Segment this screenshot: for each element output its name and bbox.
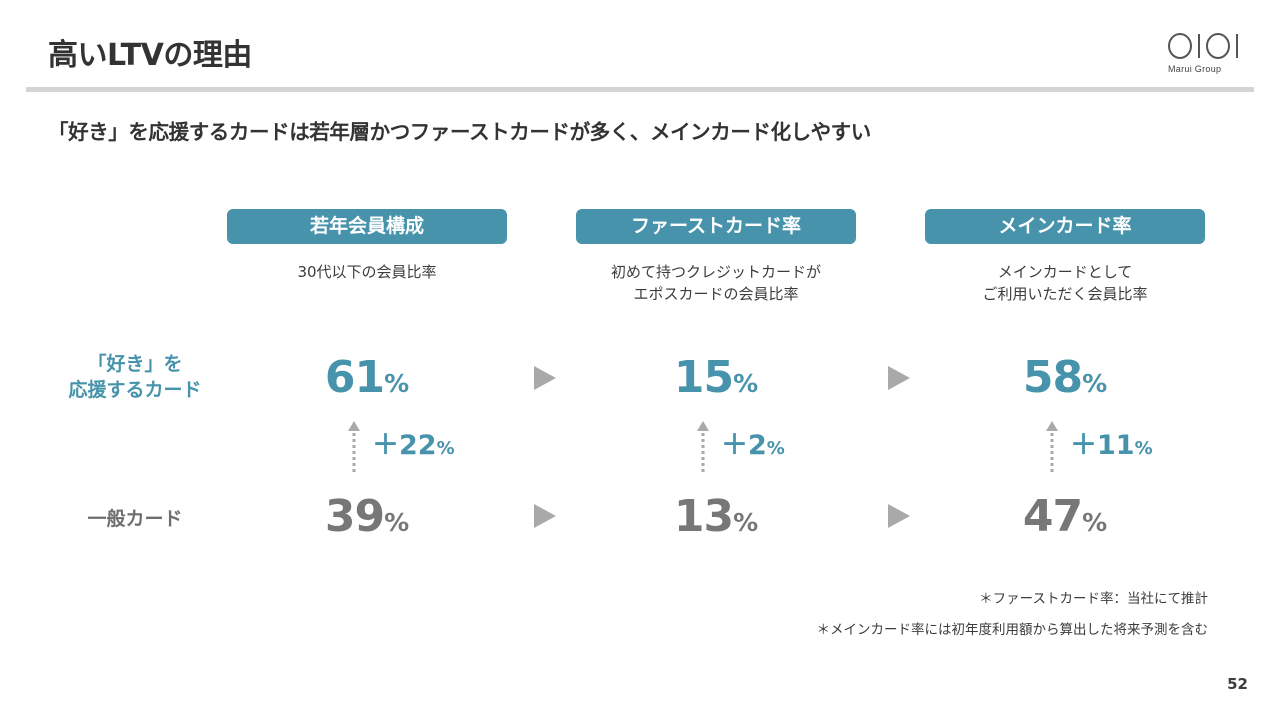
subtitle: 「好き」を応援するカードは若年層かつファーストカードが多く、メインカード化しやす…	[48, 120, 871, 144]
value-unit: %	[384, 369, 410, 398]
column-desc-main-card: メインカードとして ご利用いただく会員比率	[925, 261, 1205, 305]
column-header-young-members: 若年会員構成	[227, 209, 507, 244]
favorite-main-card-value: 58%	[975, 356, 1155, 400]
dotted-up-arrow-icon	[1046, 421, 1058, 473]
page-number: 52	[1227, 675, 1248, 693]
column-header-main-card: メインカード率	[925, 209, 1205, 244]
desc-line: ご利用いただく会員比率	[982, 285, 1148, 303]
play-triangle-icon	[888, 504, 910, 528]
row-label-general-card: 一般カード	[40, 506, 230, 532]
row-label-line: 応援するカード	[68, 379, 202, 401]
diff-number: ＋11	[1070, 430, 1135, 461]
column-desc-young-members: 30代以下の会員比率	[227, 261, 507, 283]
column-desc-first-card: 初めて持つクレジットカードが エポスカードの会員比率	[576, 261, 856, 305]
value-number: 39	[324, 491, 385, 542]
diff-number: ＋22	[372, 430, 437, 461]
value-number: 58	[1022, 352, 1083, 403]
desc-line: 初めて持つクレジットカードが	[610, 263, 821, 281]
general-young-members-value: 39%	[277, 495, 457, 539]
diff-number: ＋2	[721, 430, 767, 461]
footnote-main-card: ＊メインカード率には初年度利用額から算出した将来予測を含む	[816, 622, 1209, 638]
dotted-up-arrow-icon	[697, 421, 709, 473]
marui-group-logo	[1166, 32, 1252, 78]
dotted-up-arrow-icon	[348, 421, 360, 473]
diff-unit: %	[1134, 438, 1153, 459]
value-unit: %	[733, 369, 759, 398]
play-triangle-icon	[534, 366, 556, 390]
general-main-card-value: 47%	[975, 495, 1155, 539]
value-unit: %	[1082, 369, 1108, 398]
page-title: 高いLTVの理由	[48, 38, 252, 73]
logo-text: Marui Group	[1168, 64, 1222, 74]
desc-line: 30代以下の会員比率	[297, 263, 437, 281]
footnote-first-card: ＊ファーストカード率：当社にて推計	[979, 591, 1208, 607]
value-number: 15	[673, 352, 734, 403]
value-number: 47	[1022, 491, 1083, 542]
diff-young-members: ＋22%	[372, 432, 455, 459]
row-label-line: 一般カード	[87, 508, 183, 530]
desc-line: メインカードとして	[997, 263, 1133, 281]
value-unit: %	[1082, 508, 1108, 537]
row-label-favorite-card: 「好き」を 応援するカード	[40, 351, 230, 403]
diff-unit: %	[436, 438, 455, 459]
favorite-first-card-value: 15%	[626, 356, 806, 400]
desc-line: エポスカードの会員比率	[633, 285, 799, 303]
column-header-first-card: ファーストカード率	[576, 209, 856, 244]
value-unit: %	[384, 508, 410, 537]
row-label-line: 「好き」を	[87, 353, 183, 375]
play-triangle-icon	[888, 366, 910, 390]
value-number: 13	[673, 491, 734, 542]
play-triangle-icon	[534, 504, 556, 528]
diff-first-card: ＋2%	[721, 432, 785, 459]
general-first-card-value: 13%	[626, 495, 806, 539]
diff-main-card: ＋11%	[1070, 432, 1153, 459]
header-divider	[26, 87, 1254, 92]
value-number: 61	[324, 352, 385, 403]
favorite-young-members-value: 61%	[277, 356, 457, 400]
oioi-logo-mark	[1168, 33, 1238, 59]
diff-unit: %	[766, 438, 785, 459]
value-unit: %	[733, 508, 759, 537]
